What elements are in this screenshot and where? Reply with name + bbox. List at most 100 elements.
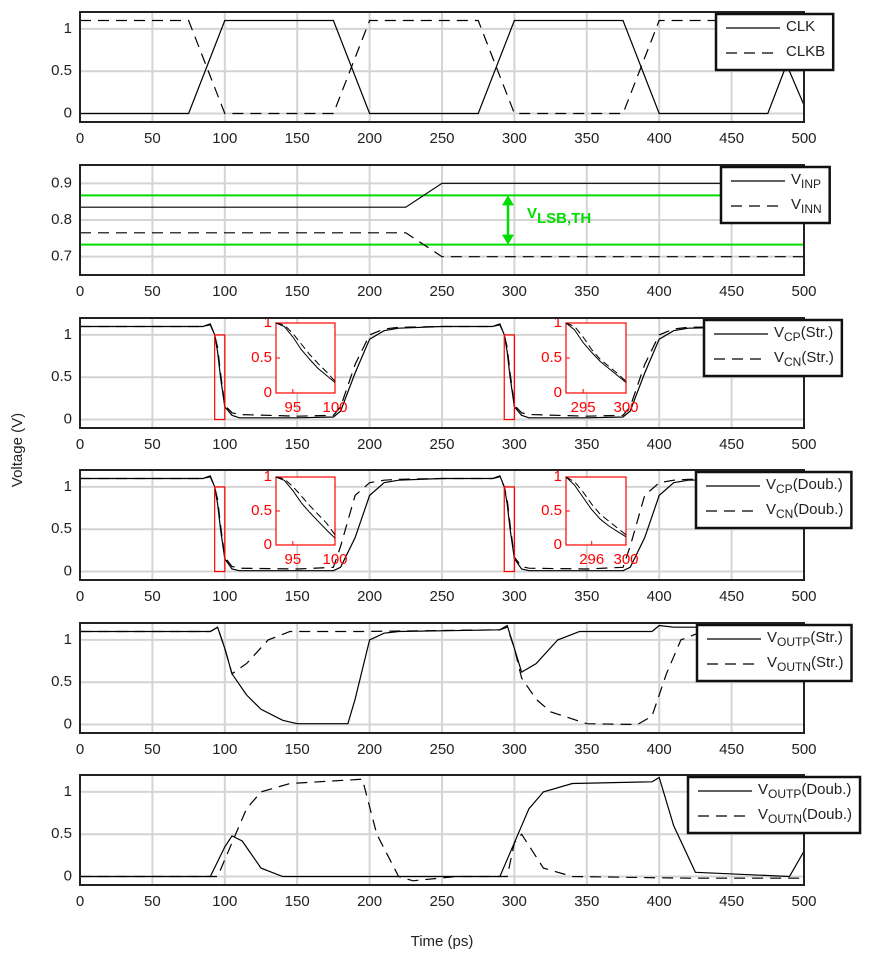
legend-label: VCP(Doub.) (766, 476, 843, 496)
inset-y-tick-label: 0 (264, 384, 272, 401)
label-part: (Doub.) (801, 781, 851, 798)
label-part: V (791, 171, 801, 188)
x-tick-label: 0 (76, 741, 84, 758)
legend-box (686, 775, 862, 835)
x-tick-label: 50 (144, 436, 161, 453)
inset-x-tick-label: 95 (285, 399, 302, 416)
y-tick-label: 0.5 (51, 368, 72, 385)
inset-y-tick-label: 1 (264, 314, 272, 331)
legend-label: VOUTP(Doub.) (758, 781, 851, 801)
inset-x-tick-label: 295 (571, 399, 596, 416)
label-part: (Doub.) (802, 806, 852, 823)
x-tick-label: 0 (76, 436, 84, 453)
x-tick-label: 450 (719, 893, 744, 910)
x-tick-label: 100 (212, 436, 237, 453)
label-part: (Str.) (810, 629, 843, 646)
legend-label: VOUTP(Str.) (767, 629, 843, 649)
y-tick-label: 0.7 (51, 248, 72, 265)
subscript: CP (784, 330, 801, 344)
x-tick-label: 450 (719, 130, 744, 147)
y-tick-label: 0 (64, 716, 72, 733)
x-tick-label: 400 (647, 893, 672, 910)
subscript: CN (776, 507, 793, 521)
annotation: VLSB,TH (527, 205, 591, 227)
y-tick-label: 1 (64, 631, 72, 648)
label-part: (Doub.) (793, 476, 843, 493)
y-tick-label: 1 (64, 20, 72, 37)
x-tick-label: 500 (791, 130, 816, 147)
label-part: V (774, 349, 784, 366)
x-tick-label: 200 (357, 893, 382, 910)
x-tick-label: 200 (357, 741, 382, 758)
x-tick-label: 450 (719, 588, 744, 605)
x-tick-label: 500 (791, 741, 816, 758)
x-tick-label: 400 (647, 588, 672, 605)
x-axis-title: Time (ps) (411, 933, 474, 950)
series-line (80, 232, 804, 258)
x-tick-label: 450 (719, 436, 744, 453)
legend-label: VOUTN(Doub.) (758, 806, 852, 826)
legend-label: VCN(Doub.) (766, 501, 843, 521)
x-tick-label: 450 (719, 283, 744, 300)
inset-line (275, 322, 336, 382)
x-tick-label: 200 (357, 283, 382, 300)
y-tick-label: 1 (64, 326, 72, 343)
inset-y-tick-label: 1 (554, 468, 562, 485)
x-tick-label: 100 (212, 893, 237, 910)
x-tick-label: 250 (429, 741, 454, 758)
x-tick-label: 100 (212, 283, 237, 300)
x-tick-label: 300 (502, 741, 527, 758)
inset-x-tick-label: 300 (613, 551, 638, 568)
x-tick-label: 300 (502, 436, 527, 453)
x-tick-label: 200 (357, 588, 382, 605)
label-part: V (774, 324, 784, 341)
inset-line (565, 476, 627, 536)
label-part: V (758, 781, 768, 798)
x-tick-label: 500 (791, 893, 816, 910)
x-tick-label: 250 (429, 436, 454, 453)
subscript: OUTN (768, 812, 802, 826)
legend-label: VCN(Str.) (774, 349, 834, 369)
subscript: OUTP (777, 635, 810, 649)
x-tick-label: 350 (574, 588, 599, 605)
label-part: V (766, 476, 776, 493)
arrow-head (502, 234, 514, 245)
legend-label: VCP(Str.) (774, 324, 833, 344)
subscript: INN (801, 202, 822, 216)
x-tick-label: 0 (76, 283, 84, 300)
series-line (80, 626, 804, 726)
inset-y-tick-label: 0.5 (251, 349, 272, 366)
legend-label: VINN (791, 196, 822, 216)
series-line (80, 476, 804, 570)
x-tick-label: 150 (285, 893, 310, 910)
x-tick-label: 350 (574, 741, 599, 758)
legend-label: VOUTN(Str.) (767, 654, 844, 674)
inset-line (565, 476, 627, 538)
x-tick-label: 300 (502, 893, 527, 910)
inset-background (565, 476, 627, 546)
legend-box (694, 470, 853, 530)
legend-label: CLK (786, 18, 815, 35)
y-axis-title: Voltage (V) (9, 413, 26, 487)
x-tick-label: 300 (502, 130, 527, 147)
inset-y-tick-label: 0 (554, 536, 562, 553)
inset-background (275, 476, 336, 546)
x-tick-label: 400 (647, 436, 672, 453)
inset-y-tick-label: 0.5 (541, 349, 562, 366)
series-line (80, 19, 805, 115)
label-part: V (767, 629, 777, 646)
legend-box (714, 12, 835, 72)
x-tick-label: 400 (647, 283, 672, 300)
y-tick-label: 0.8 (51, 211, 72, 228)
x-tick-label: 150 (285, 283, 310, 300)
label-part: (Doub.) (793, 501, 843, 518)
y-tick-label: 0 (64, 563, 72, 580)
subscript: LSB,TH (537, 210, 591, 227)
x-tick-label: 50 (144, 283, 161, 300)
label-part: V (766, 501, 776, 518)
label-part: V (758, 806, 768, 823)
y-tick-label: 1 (64, 783, 72, 800)
legend-box (695, 623, 853, 683)
inset-x-tick-label: 296 (579, 551, 604, 568)
